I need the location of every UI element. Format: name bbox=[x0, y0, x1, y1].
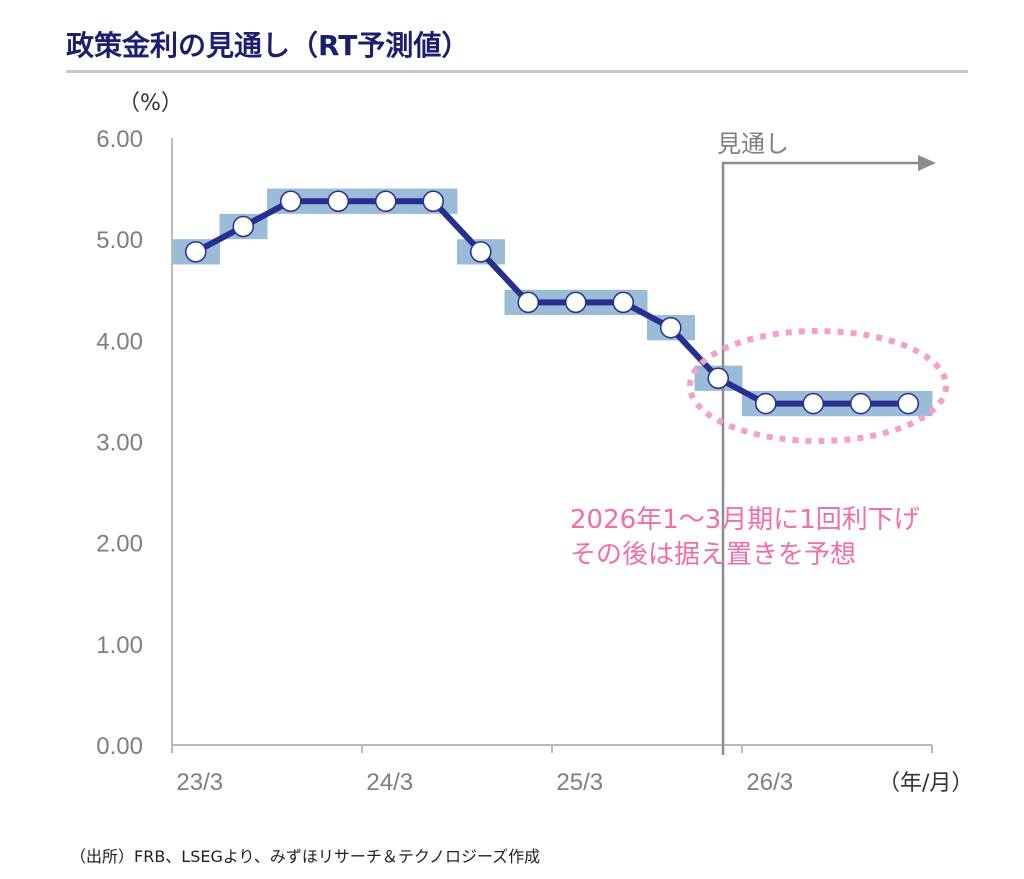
y-tick-label: 4.00 bbox=[96, 328, 143, 355]
data-point bbox=[660, 316, 682, 339]
forecast-label: 見通し bbox=[717, 130, 789, 158]
data-point bbox=[232, 215, 254, 238]
y-tick-label: 1.00 bbox=[96, 632, 143, 659]
data-point bbox=[470, 241, 492, 263]
data-point bbox=[850, 392, 872, 415]
title-underline bbox=[66, 70, 968, 73]
series-line bbox=[194, 198, 909, 407]
x-tick-label: 26/3 bbox=[746, 769, 793, 796]
data-point bbox=[185, 241, 207, 263]
chart-title: 政策金利の見通し（RT予測値） bbox=[66, 29, 470, 62]
data-point bbox=[280, 190, 302, 212]
highlight-ellipse bbox=[687, 328, 949, 444]
data-point bbox=[517, 291, 539, 314]
y-tick-label: 5.00 bbox=[96, 227, 143, 254]
x-tick-label: 24/3 bbox=[366, 769, 413, 796]
data-point bbox=[897, 392, 919, 415]
data-point bbox=[755, 392, 777, 415]
x-tick-label: 25/3 bbox=[556, 769, 603, 796]
x-tick-label: 23/3 bbox=[176, 769, 223, 796]
data-point bbox=[802, 392, 824, 415]
annotation-text: 2026年1～3月期に1回利下げ bbox=[570, 505, 920, 535]
y-tick-label: 3.00 bbox=[96, 430, 143, 457]
data-point bbox=[565, 291, 587, 314]
chart: 0.00 1.00 2.00 3.00 4.00 5.00 6.00 23/3 24/3 25/3… bbox=[96, 91, 973, 796]
x-axis-label: （年/月） bbox=[878, 771, 973, 796]
y-tick-label: 6.00 bbox=[96, 126, 143, 153]
data-point bbox=[422, 190, 444, 212]
data-point bbox=[707, 367, 729, 390]
data-point bbox=[375, 190, 397, 212]
y-tick-label: 0.00 bbox=[96, 733, 143, 760]
annotation-text: その後は据え置きを予想 bbox=[570, 540, 856, 570]
y-axis-label: （%） bbox=[118, 91, 183, 116]
y-tick-label: 2.00 bbox=[96, 531, 143, 558]
forecast-line bbox=[721, 161, 920, 755]
data-point bbox=[612, 291, 634, 314]
arrow-icon bbox=[918, 155, 936, 171]
data-point bbox=[327, 190, 349, 212]
source-note: （出所）FRB、LSEGより、みずほリサーチ＆テクノロジーズ作成 bbox=[70, 847, 541, 866]
